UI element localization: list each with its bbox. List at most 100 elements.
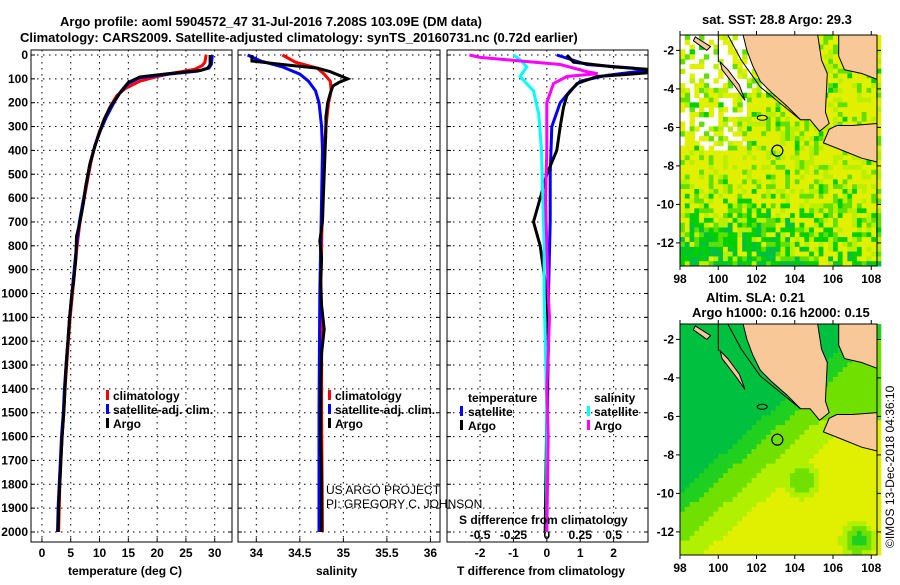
sst-cell <box>746 164 753 171</box>
sst-cell <box>699 35 705 41</box>
legend-swatch-satellite <box>106 404 109 414</box>
sla-cell <box>790 492 796 498</box>
sla-cell <box>770 410 777 416</box>
sla-cell <box>680 449 686 455</box>
sst-cell <box>718 102 724 108</box>
sla-cell <box>708 381 714 388</box>
sla-cell <box>699 425 705 431</box>
sla-cell <box>703 391 710 397</box>
sla-cell <box>723 367 729 373</box>
sst-cell <box>737 189 743 195</box>
sla-cell <box>804 516 810 522</box>
sst-cell <box>785 198 791 204</box>
sla-cell <box>723 458 729 465</box>
sla-cell <box>680 511 686 517</box>
sst-cell <box>790 179 796 185</box>
sst-cell <box>756 227 762 233</box>
sst-cell <box>785 174 791 180</box>
sla-cell <box>833 391 839 397</box>
sla-cell <box>766 468 772 474</box>
sla-cell <box>689 324 695 330</box>
sla-cell <box>766 473 772 479</box>
sst-cell <box>742 59 748 65</box>
sla-cell <box>780 449 786 455</box>
sst-cell <box>742 232 748 238</box>
sst-cell <box>837 59 844 65</box>
sst-cell <box>818 39 824 46</box>
sla-cell <box>852 381 858 388</box>
sst-cell <box>727 116 734 123</box>
sla-cell <box>785 482 791 489</box>
sst-cell <box>756 92 762 99</box>
sst-cell <box>790 217 796 224</box>
sla-cell <box>818 516 824 522</box>
sla-cell <box>742 550 748 556</box>
sst-cell <box>856 179 863 185</box>
sst-cell <box>876 256 882 262</box>
sla-cell <box>871 487 877 493</box>
sla-cell <box>871 405 877 412</box>
sla-cell <box>780 506 786 513</box>
sst-cell <box>847 193 853 200</box>
sla-cell <box>761 492 767 498</box>
sst-cell <box>861 256 867 262</box>
sst-cell <box>828 49 834 55</box>
sla-cell <box>684 396 691 402</box>
sla-cell <box>799 458 805 465</box>
sla-cell <box>680 420 686 426</box>
sla-cell <box>723 463 729 469</box>
lat-tick-label: -10 <box>657 197 675 211</box>
sla-cell <box>818 439 824 445</box>
sla-cell <box>742 410 748 416</box>
sst-cell <box>856 174 863 180</box>
sst-cell <box>766 217 772 224</box>
sla-cell <box>794 468 801 474</box>
sla-cell <box>790 463 796 469</box>
sst-cell <box>804 164 810 171</box>
sla-cell <box>818 540 824 546</box>
sst-cell <box>713 261 719 267</box>
sst-cell <box>742 189 748 195</box>
sst-cell <box>866 246 872 253</box>
sst-cell <box>737 217 743 224</box>
sla-cell <box>837 376 844 383</box>
sla-cell <box>842 372 848 378</box>
sst-cell <box>770 136 777 142</box>
x-tick-label: 0 <box>39 546 46 560</box>
sst-cell <box>813 222 820 228</box>
sla-cell <box>684 343 691 349</box>
sla-cell <box>780 502 786 508</box>
sst-cell <box>742 150 748 156</box>
sla-cell <box>794 502 801 508</box>
sla-cell <box>813 535 820 542</box>
sla-cell <box>876 420 882 426</box>
sst-cell <box>713 193 719 200</box>
sst-cell <box>861 112 867 118</box>
sst-cell <box>775 112 781 118</box>
sst-cell <box>770 121 777 127</box>
sst-cell <box>708 246 714 253</box>
sst-cell <box>794 198 801 204</box>
sla-cell <box>680 357 686 363</box>
sst-cell <box>785 213 791 219</box>
sst-cell <box>775 241 781 248</box>
sst-cell <box>876 150 882 156</box>
sla-cell <box>809 487 815 493</box>
sla-cell <box>876 439 882 445</box>
sla-cell <box>823 487 829 493</box>
sla-cell <box>856 535 863 542</box>
sst-cell <box>713 227 719 233</box>
sst-cell <box>823 261 829 267</box>
sla-cell <box>790 401 796 407</box>
sst-cell <box>852 116 858 123</box>
sla-cell <box>852 458 858 465</box>
sst-cell <box>732 179 738 185</box>
sla-cell <box>718 449 724 455</box>
sst-cell <box>847 107 853 113</box>
sst-cell <box>823 217 829 224</box>
sst-cell <box>713 63 719 70</box>
sla-cell <box>746 362 753 368</box>
sst-cell <box>833 44 839 50</box>
sla-cell <box>780 492 786 498</box>
sst-cell <box>761 169 767 175</box>
